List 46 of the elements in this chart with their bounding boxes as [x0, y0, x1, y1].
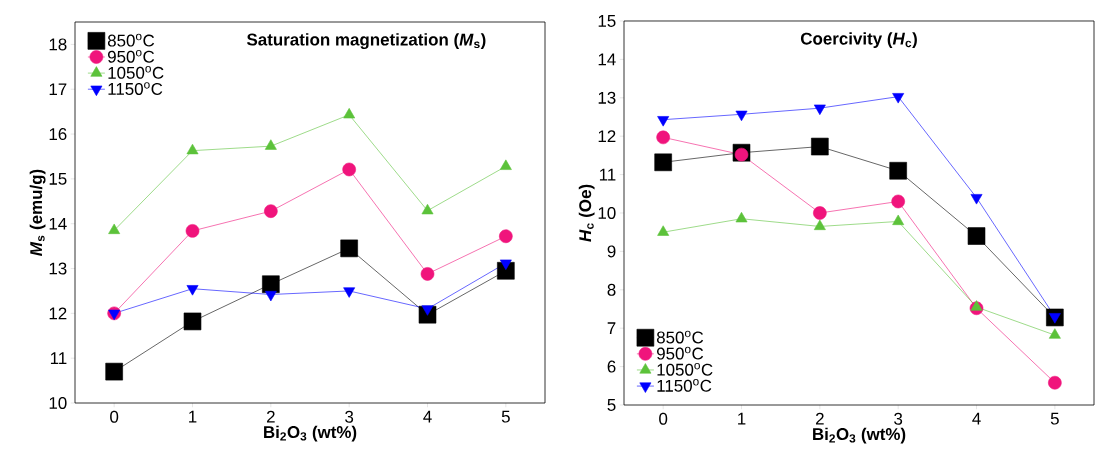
x-tick-label: 5 [501, 410, 510, 423]
y-tick-label: 14 [49, 217, 67, 230]
x-tick-label: 2 [266, 410, 275, 423]
x-tick-label: 3 [894, 412, 903, 425]
y-tick-label: 7 [607, 322, 616, 335]
x-tick-label: 2 [815, 412, 824, 425]
text: Saturation magnetization (M$_{s}$) [246, 33, 486, 50]
y-tick-label: 10 [598, 207, 616, 219]
y-tick-label: 13 [598, 91, 616, 104]
legend-label: 850$^{o}$C [656, 330, 704, 344]
legend-label: 850$^{o}$C [107, 33, 155, 47]
y-tick-label: 12 [49, 307, 67, 320]
x-tick-label: 0 [110, 410, 119, 423]
y-axis-title: H$_{c}$ (Oe) [578, 184, 595, 242]
text: Coercivity (H$_{c}$) [800, 32, 917, 48]
y-tick-label: 15 [49, 172, 67, 185]
x-tick-label: 1 [189, 410, 197, 423]
y-tick-label: 10 [49, 397, 67, 409]
y-tick-label: 17 [49, 83, 67, 96]
y-tick-label: 16 [49, 128, 67, 141]
x-tick-label: 4 [972, 412, 981, 425]
y-tick-label: 11 [599, 168, 616, 181]
legend-label: 950$^{o}$C [107, 49, 155, 63]
legend-label: 1150$^{o}$C [657, 379, 712, 392]
legend-label: 1150$^{o}$C [108, 82, 163, 95]
y-tick-label: 8 [607, 283, 616, 296]
y-tick-label: 5 [607, 399, 616, 411]
x-tick-label: 4 [423, 410, 432, 423]
y-axis-title: M$_{s}$ (emu/g) [29, 169, 46, 256]
x-tick-label: 1 [738, 412, 746, 425]
legend-label: 950$^{o}$C [656, 346, 704, 360]
y-tick-label: 9 [607, 245, 616, 258]
y-tick-label: 11 [50, 352, 67, 364]
legend-label: 1050$^{o}$C [657, 362, 713, 376]
y-tick-label: 15 [598, 15, 616, 27]
x-tick-label: 0 [659, 412, 668, 425]
legend-label: 1050$^{o}$C [108, 66, 164, 79]
x-tick-label: 3 [345, 410, 354, 423]
y-tick-label: 12 [598, 130, 616, 143]
y-tick-label: 6 [607, 360, 616, 373]
x-axis-title: Bi$_{2}$O$_{3}$ (wt%) [264, 425, 357, 442]
y-tick-label: 13 [49, 262, 67, 275]
x-tick-label: 5 [1050, 412, 1059, 425]
y-tick-label: 14 [598, 53, 616, 66]
x-axis-title: Bi$_{2}$O$_{3}$ (wt%) [813, 427, 906, 444]
y-tick-label: 18 [49, 38, 67, 51]
